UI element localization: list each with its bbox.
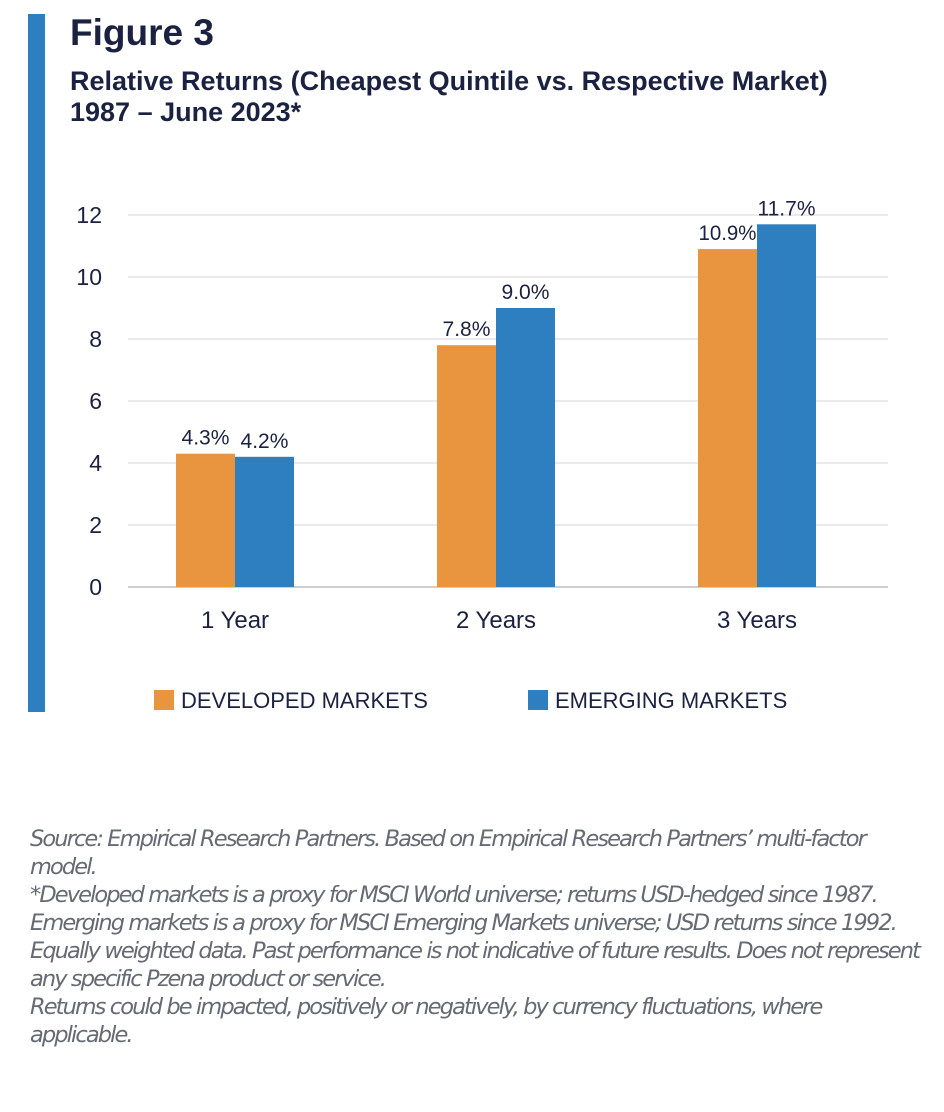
- legend-label: EMERGING MARKETS: [555, 688, 787, 713]
- bar-value-label: 9.0%: [502, 281, 550, 304]
- source-notes: Source: Empirical Research Partners. Bas…: [30, 825, 921, 1049]
- disclaimer-note: *Developed markets is a proxy for MSCI W…: [30, 882, 921, 992]
- y-tick-label: 12: [76, 202, 102, 228]
- y-tick-label: 8: [89, 326, 102, 352]
- bar: [757, 224, 816, 588]
- y-tick-label: 2: [89, 512, 102, 538]
- bar-value-label: 4.3%: [182, 427, 230, 450]
- y-tick-label: 10: [76, 264, 102, 290]
- source-note: Source: Empirical Research Partners. Bas…: [30, 826, 867, 880]
- bar-chart: 0 2 4 6 8 10 12 4.3% 4.2% 1 Year 7.8% 9.0% 2 Years 10…: [76, 197, 888, 713]
- legend-swatch: [154, 690, 174, 710]
- currency-note: Returns could be impacted, positively or…: [30, 994, 823, 1048]
- figure-label: Figure 3: [70, 12, 214, 53]
- bar: [235, 456, 294, 587]
- bar: [437, 345, 496, 587]
- bar: [176, 453, 235, 587]
- x-tick-label: 3 Years: [717, 607, 797, 634]
- accent-bar: [28, 14, 45, 712]
- y-tick-label: 0: [89, 574, 102, 600]
- figure-title: Relative Returns (Cheapest Quintile vs. …: [70, 66, 828, 127]
- bar: [698, 249, 757, 587]
- bar-value-label: 4.2%: [241, 430, 289, 453]
- bar-value-label: 11.7%: [758, 197, 816, 220]
- legend-swatch: [528, 690, 548, 710]
- x-tick-label: 1 Year: [201, 607, 269, 634]
- bar-value-label: 10.9%: [699, 222, 757, 245]
- bar-value-label: 7.8%: [443, 318, 491, 341]
- bar: [496, 308, 555, 587]
- y-tick-label: 4: [89, 450, 102, 476]
- legend-label: DEVELOPED MARKETS: [181, 688, 428, 713]
- x-tick-label: 2 Years: [456, 607, 536, 634]
- y-tick-label: 6: [89, 388, 102, 414]
